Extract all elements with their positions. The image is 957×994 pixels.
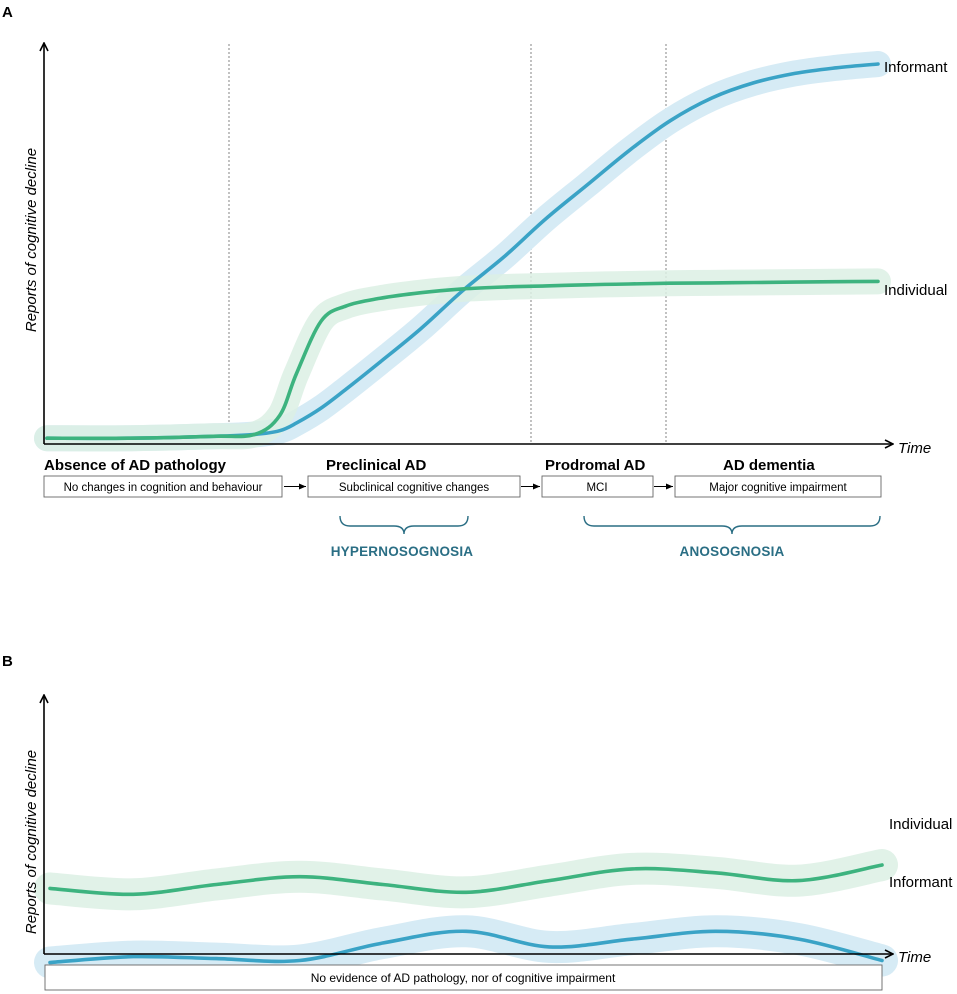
panel-a: A Reports of cognitive decline Time Info… — [2, 4, 948, 559]
stage-box-preclinical: Subclinical cognitive changes — [307, 475, 521, 498]
stage-title-dementia: AD dementia — [723, 457, 815, 474]
hypernosognosia-label: HYPERNOSOGNOSIA — [331, 544, 474, 559]
y-axis-title: Reports of cognitive decline — [23, 148, 40, 332]
no-pathology-box: No evidence of AD pathology, nor of cogn… — [44, 964, 883, 991]
informant-band — [34, 51, 891, 452]
informant-line — [48, 929, 884, 965]
individual-label: Individual — [889, 816, 952, 833]
stage-box-prodromal-text: MCI — [586, 482, 607, 494]
individual-line — [48, 863, 884, 897]
hypernosognosia-bracket — [339, 515, 469, 535]
no-pathology-box-text: No evidence of AD pathology, nor of cogn… — [311, 971, 616, 985]
individual-line — [45, 279, 880, 441]
stage-title-prodromal: Prodromal AD — [545, 457, 645, 474]
x-axis-title: Time — [898, 949, 931, 966]
anosognosia-bracket — [583, 515, 881, 535]
informant-label: Informant — [889, 874, 953, 891]
stage-title-preclinical: Preclinical AD — [326, 457, 426, 474]
stage-box-absence: No changes in cognition and behaviour — [43, 475, 283, 498]
anosognosia-label: ANOSOGNOSIA — [680, 544, 785, 559]
individual-label: Individual — [884, 282, 947, 299]
stage-box-preclinical-text: Subclinical cognitive changes — [339, 482, 489, 494]
stage-box-prodromal: MCI — [541, 475, 654, 498]
informant-line — [45, 62, 880, 441]
y-axis-title: Reports of cognitive decline — [23, 750, 40, 934]
informant-label: Informant — [884, 59, 948, 76]
stage-title-absence: Absence of AD pathology — [44, 457, 227, 474]
stage-box-dementia-text: Major cognitive impairment — [709, 482, 847, 494]
stage-box-absence-text: No changes in cognition and behaviour — [64, 482, 263, 494]
panel-a-label: A — [2, 4, 13, 21]
x-axis-title: Time — [898, 440, 931, 457]
panel-b-label: B — [2, 653, 13, 670]
stage-box-dementia: Major cognitive impairment — [674, 475, 882, 498]
panel-b: B Reports of cognitive decline Time Indi… — [2, 653, 953, 991]
